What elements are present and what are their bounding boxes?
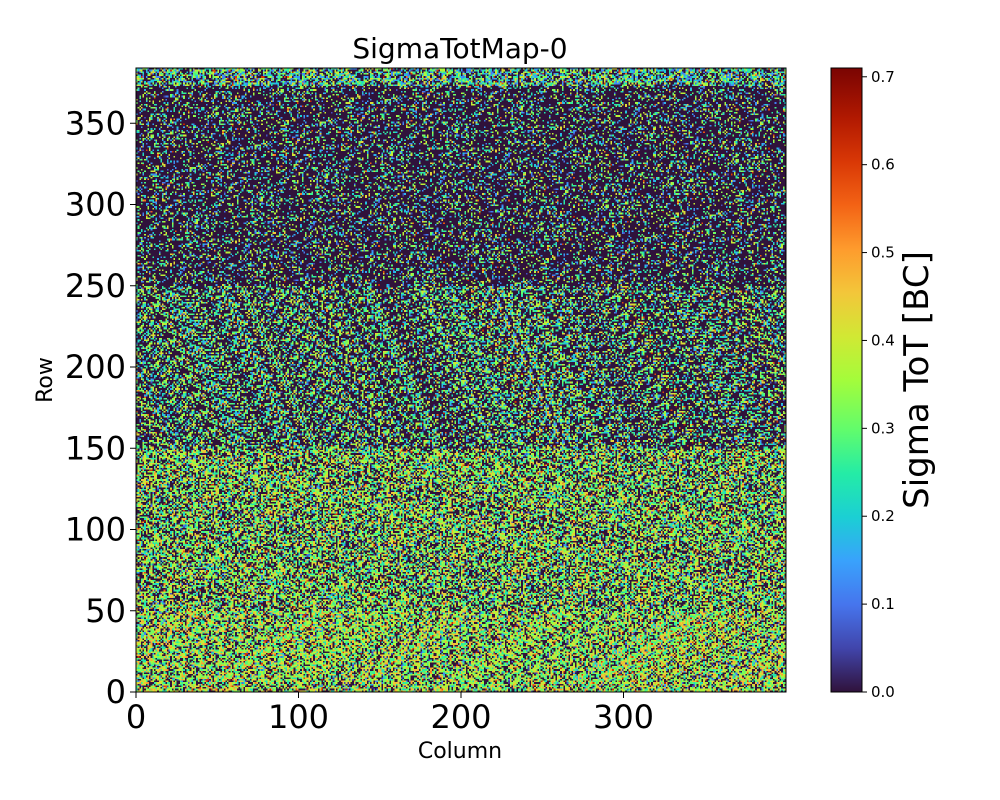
colorbar-gradient	[830, 67, 863, 693]
colorbar-tick-label: 0.2	[871, 507, 895, 525]
heatmap-image	[136, 68, 786, 692]
colorbar-tick-label: 0.7	[871, 68, 895, 86]
y-tick-label: 300	[65, 186, 126, 224]
y-tick-label: 150	[65, 429, 126, 467]
x-tick-label: 100	[268, 698, 329, 736]
y-tick-label: 0	[106, 673, 126, 711]
y-tick-label: 100	[65, 511, 126, 549]
colorbar-tick-label: 0.4	[871, 331, 895, 349]
x-tick-label: 300	[593, 698, 654, 736]
x-axis-label: Column	[418, 739, 502, 764]
heatmap-area	[135, 67, 787, 693]
colorbar-tick-label: 0.3	[871, 419, 895, 437]
colorbar: 0.0 0.1 0.2 0.3 0.4 0.5 0.6 0.7 Sigma ToT [BC]	[830, 67, 937, 701]
colorbar-tick-label: 0.6	[871, 156, 895, 174]
colorbar-tick-label: 0.5	[871, 244, 895, 262]
y-tick-label: 350	[65, 104, 126, 142]
colorbar-tick-label: 0.0	[871, 683, 895, 701]
colorbar-tick-label: 0.1	[871, 595, 895, 613]
y-tick-label: 200	[65, 348, 126, 386]
chart-title: SigmaTotMap-0	[352, 32, 567, 65]
colorbar-label: Sigma ToT [BC]	[897, 251, 937, 509]
x-tick-label: 0	[126, 698, 146, 736]
x-axis-ticks: 0 100 200 300	[126, 692, 654, 736]
x-tick-label: 200	[430, 698, 491, 736]
y-tick-label: 250	[65, 267, 126, 305]
y-tick-label: 50	[85, 592, 126, 630]
colorbar-ticks: 0.0 0.1 0.2 0.3 0.4 0.5 0.6 0.7	[862, 68, 895, 701]
y-axis-ticks: 0 50 100 150 200 250 300 350	[65, 104, 136, 711]
y-axis-label: Row	[33, 357, 58, 403]
